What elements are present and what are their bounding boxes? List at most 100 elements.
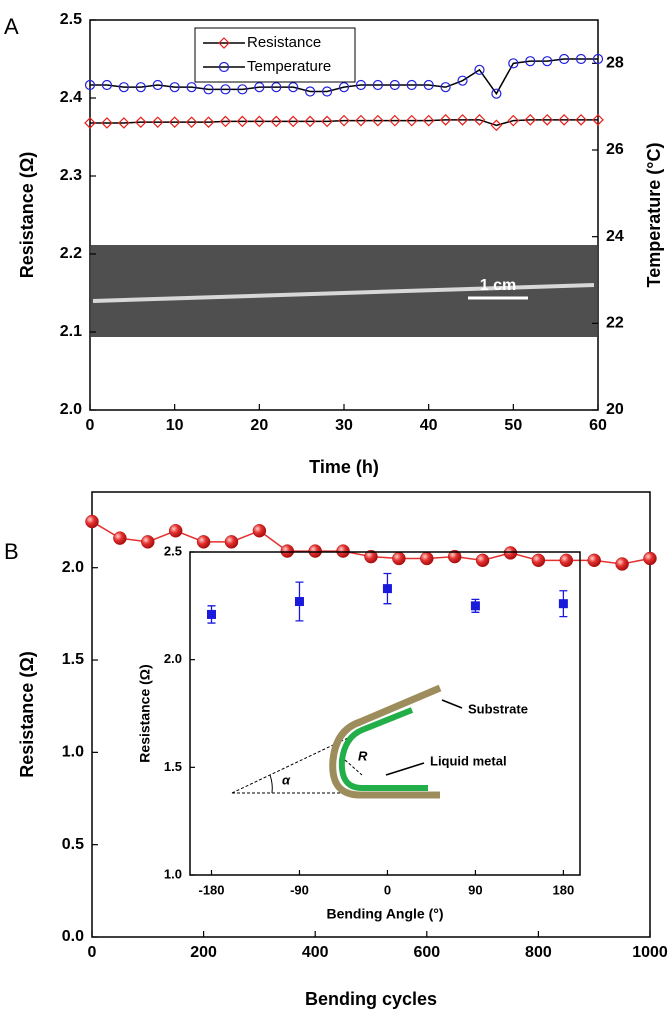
marker [474, 64, 485, 75]
marker [168, 524, 183, 538]
marker [288, 82, 299, 93]
marker [101, 117, 113, 129]
y-tick-label: 0.0 [62, 928, 84, 945]
marker [457, 75, 468, 86]
chart: -180 -90 0 90 180 1.0 1.5 2.0 2.5 Bending Angle (… [137, 543, 581, 922]
marker [237, 84, 248, 95]
y-tick-label: 1.0 [62, 744, 84, 761]
marker [252, 524, 267, 538]
x-tick-label: 200 [190, 944, 217, 961]
marker [336, 544, 350, 558]
y-tick-label: 2.0 [164, 651, 182, 666]
marker [321, 115, 333, 128]
y2-tick-label: 28 [606, 55, 624, 72]
plot-frame [91, 491, 651, 938]
photo-inset: 1 cm [91, 245, 597, 337]
marker [531, 553, 546, 568]
marker [423, 79, 434, 91]
marker [592, 113, 604, 126]
marker [308, 544, 322, 558]
y2-tick-label: 20 [606, 401, 624, 418]
y2-tick-label: 24 [606, 228, 624, 245]
x-tick-label: 50 [504, 417, 522, 434]
x-tick-label: 20 [250, 417, 268, 434]
marker [202, 116, 215, 129]
marker [447, 549, 462, 564]
x-tick-label: 0 [384, 882, 391, 897]
marker [196, 535, 211, 549]
marker [422, 114, 435, 127]
marker [392, 551, 406, 566]
legend-marker [218, 61, 230, 73]
radius-label: R [358, 748, 368, 763]
y2-axis-title: Temperature (°C) [644, 143, 664, 288]
x-tick-label: 30 [335, 417, 353, 434]
marker [558, 113, 570, 126]
marker [84, 117, 96, 129]
marker [508, 58, 519, 69]
marker [186, 82, 197, 93]
y-axis-title: Resistance (Ω) [17, 651, 37, 777]
marker [118, 82, 129, 93]
marker [287, 115, 300, 128]
arrow [385, 762, 425, 776]
x-tick-label: 400 [302, 944, 329, 961]
marker [615, 557, 629, 571]
marker [559, 53, 570, 65]
y-tick-label: 1.5 [164, 759, 182, 774]
marker [294, 597, 304, 607]
x-axis-title: Bending cycles [305, 989, 437, 1009]
x-tick-label: 180 [553, 882, 575, 897]
marker [364, 549, 378, 564]
marker [141, 535, 155, 549]
marker [220, 84, 231, 95]
marker [321, 86, 333, 97]
marker [271, 82, 282, 93]
x-tick-label: 0 [86, 417, 95, 434]
substrate-label: Substrate [468, 701, 528, 716]
radius-line [344, 759, 363, 776]
legend-marker [218, 37, 230, 49]
legend-box [194, 27, 356, 83]
marker [372, 79, 383, 91]
x-tick-label: -180 [198, 882, 224, 897]
legend-label: Resistance [247, 34, 321, 51]
y-tick-label: 2.5 [60, 11, 82, 28]
marker [388, 114, 401, 127]
panel-label: B [4, 539, 19, 564]
y-tick-label: 2.0 [62, 559, 84, 576]
marker [558, 599, 568, 609]
marker [134, 116, 147, 129]
marker [473, 113, 486, 126]
marker [491, 88, 502, 99]
x-axis-title: Bending Angle (°) [326, 906, 443, 922]
marker [587, 553, 601, 568]
marker [643, 551, 657, 566]
y-axis-title: Resistance (Ω) [137, 664, 153, 762]
dashed-line [231, 736, 351, 794]
marker [253, 115, 266, 128]
x-tick-label: 40 [420, 417, 438, 434]
marker [168, 116, 181, 129]
marker [207, 609, 217, 619]
marker [254, 82, 265, 93]
liquid-metal [338, 707, 428, 791]
marker [475, 553, 490, 568]
liquid-metal-label: Liquid metal [430, 753, 507, 768]
marker [151, 116, 164, 129]
marker [382, 584, 392, 594]
marker [118, 117, 130, 129]
marker [219, 115, 232, 128]
x-tick-label: 600 [413, 944, 440, 961]
y-tick-label: 1.0 [164, 866, 182, 881]
y2-tick-label: 26 [606, 141, 624, 158]
plot-frame [189, 551, 581, 876]
marker [592, 53, 604, 65]
marker [185, 116, 198, 129]
y-tick-label: 0.5 [62, 836, 84, 853]
scale-bar-label: 1 cm [480, 277, 516, 294]
y2-tick-label: 22 [606, 315, 624, 332]
marker [406, 79, 417, 91]
